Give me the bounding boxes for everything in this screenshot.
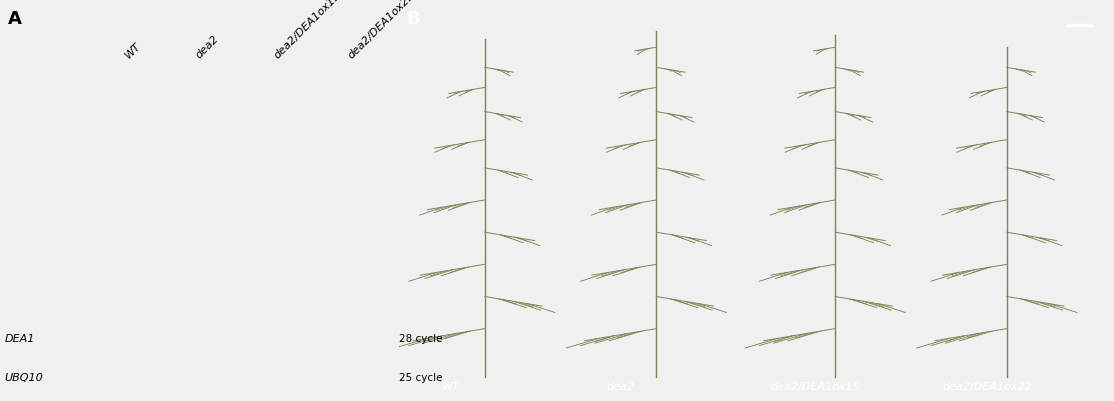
Polygon shape xyxy=(190,59,197,75)
Polygon shape xyxy=(345,177,348,277)
FancyBboxPatch shape xyxy=(319,377,373,389)
FancyBboxPatch shape xyxy=(166,381,221,393)
Polygon shape xyxy=(343,74,350,91)
FancyBboxPatch shape xyxy=(166,373,221,385)
FancyBboxPatch shape xyxy=(319,340,373,349)
FancyBboxPatch shape xyxy=(319,373,373,385)
FancyBboxPatch shape xyxy=(166,377,221,389)
Text: dea2: dea2 xyxy=(606,381,634,391)
Polygon shape xyxy=(119,59,127,76)
Polygon shape xyxy=(193,159,195,316)
Polygon shape xyxy=(271,174,273,275)
FancyBboxPatch shape xyxy=(319,381,373,393)
Text: A: A xyxy=(8,10,21,28)
FancyBboxPatch shape xyxy=(96,377,150,389)
FancyBboxPatch shape xyxy=(245,336,300,346)
Ellipse shape xyxy=(266,77,277,173)
Text: UBQ10: UBQ10 xyxy=(4,372,43,382)
FancyBboxPatch shape xyxy=(245,342,300,352)
FancyBboxPatch shape xyxy=(245,377,300,389)
Text: dea2/DEA1ox22: dea2/DEA1ox22 xyxy=(346,0,417,60)
Bar xyxy=(0,0,399,401)
Text: dea2/DEA1ox15: dea2/DEA1ox15 xyxy=(272,0,342,60)
Text: WT: WT xyxy=(124,41,143,60)
Ellipse shape xyxy=(341,82,352,178)
Text: 28 cycle: 28 cycle xyxy=(399,333,442,343)
Text: WT: WT xyxy=(442,381,459,391)
FancyBboxPatch shape xyxy=(319,342,373,352)
Polygon shape xyxy=(268,69,275,86)
Ellipse shape xyxy=(188,67,198,158)
Text: B: B xyxy=(407,10,420,28)
FancyBboxPatch shape xyxy=(96,373,150,385)
Text: DEA1: DEA1 xyxy=(4,333,35,343)
FancyBboxPatch shape xyxy=(319,336,373,346)
Polygon shape xyxy=(121,162,125,316)
Ellipse shape xyxy=(117,67,129,165)
Text: dea2/DEA1ox22: dea2/DEA1ox22 xyxy=(942,381,1032,391)
FancyBboxPatch shape xyxy=(96,381,150,393)
FancyBboxPatch shape xyxy=(245,373,300,385)
Text: 25 cycle: 25 cycle xyxy=(399,372,442,382)
Text: dea2: dea2 xyxy=(194,33,221,60)
Text: dea2/DEA1ox15: dea2/DEA1ox15 xyxy=(771,381,860,391)
FancyBboxPatch shape xyxy=(245,340,300,349)
FancyBboxPatch shape xyxy=(245,381,300,393)
